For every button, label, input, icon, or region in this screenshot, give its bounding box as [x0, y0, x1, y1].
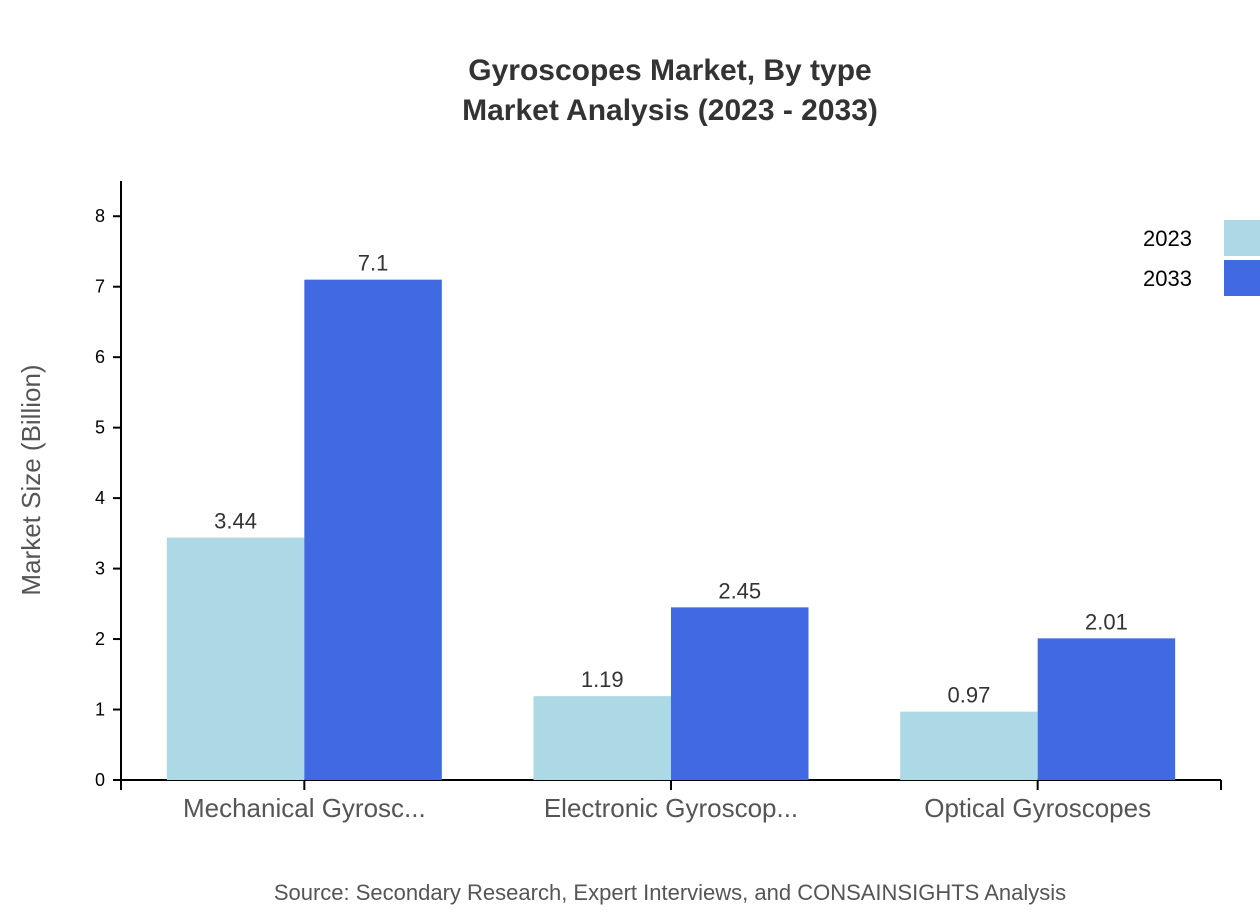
y-tick-label: 6 [95, 347, 105, 367]
bar-2023 [900, 711, 1038, 780]
data-label: 7.1 [358, 251, 389, 276]
legend-label: 2033 [1143, 266, 1192, 291]
y-tick-label: 5 [95, 418, 105, 438]
y-tick-label: 2 [95, 629, 105, 649]
y-tick-label: 1 [95, 700, 105, 720]
bar-2033 [671, 607, 809, 780]
y-tick-label: 0 [95, 770, 105, 790]
bar-2023 [166, 537, 305, 780]
chart-title: Gyroscopes Market, By type [468, 54, 872, 87]
source-note: Source: Secondary Research, Expert Inter… [274, 880, 1066, 905]
data-label: 1.19 [581, 667, 624, 692]
y-tick-label: 3 [95, 559, 105, 579]
bar-2033 [1037, 638, 1176, 780]
data-label: 2.45 [718, 578, 761, 603]
bar-2033 [304, 279, 442, 780]
legend-swatch-2023 [1224, 220, 1260, 256]
y-tick-label: 4 [95, 488, 105, 508]
x-tick-label: Mechanical Gyrosc... [183, 793, 426, 823]
legend-swatch-2033 [1224, 260, 1260, 296]
legend-label: 2023 [1143, 226, 1192, 251]
data-label: 0.97 [948, 683, 991, 708]
x-tick-label: Optical Gyroscopes [924, 793, 1151, 823]
chart-subtitle: Market Analysis (2023 - 2033) [462, 94, 878, 127]
data-label: 3.44 [214, 509, 257, 534]
y-tick-label: 8 [95, 206, 105, 226]
y-tick-label: 7 [95, 277, 105, 297]
bar-2023 [533, 696, 671, 780]
data-label: 2.01 [1085, 609, 1128, 634]
x-tick-label: Electronic Gyroscop... [544, 793, 798, 823]
y-axis-label: Market Size (Billion) [16, 364, 46, 595]
